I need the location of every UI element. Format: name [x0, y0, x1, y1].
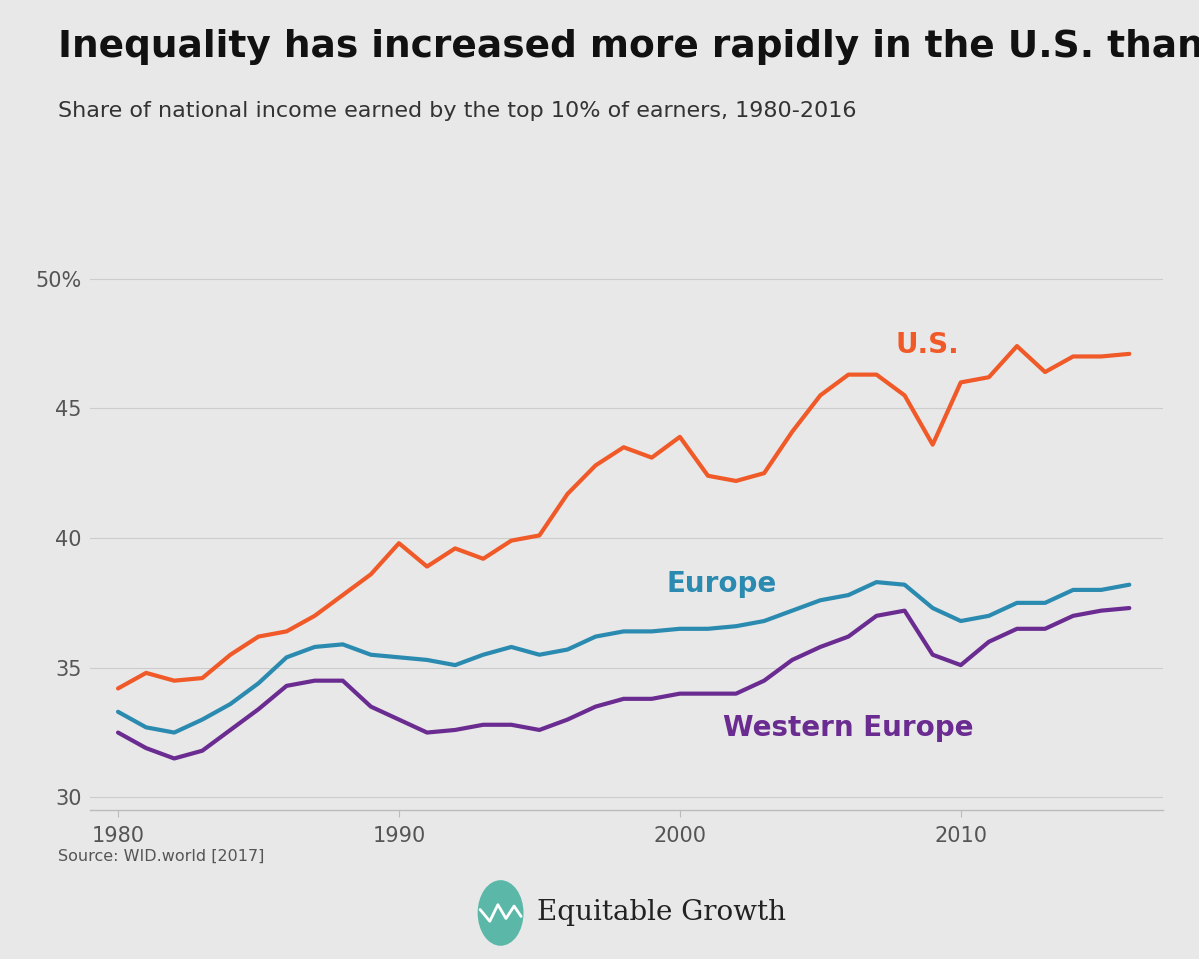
Text: Europe: Europe — [667, 570, 777, 597]
Text: Source: WID.world [2017]: Source: WID.world [2017] — [58, 849, 264, 864]
Text: Share of national income earned by the top 10% of earners, 1980-2016: Share of national income earned by the t… — [58, 101, 856, 121]
Text: Western Europe: Western Europe — [723, 714, 974, 742]
Text: Equitable Growth: Equitable Growth — [537, 900, 787, 926]
Text: Inequality has increased more rapidly in the U.S. than Europe: Inequality has increased more rapidly in… — [58, 29, 1199, 65]
Ellipse shape — [477, 880, 524, 946]
Text: U.S.: U.S. — [896, 331, 959, 359]
